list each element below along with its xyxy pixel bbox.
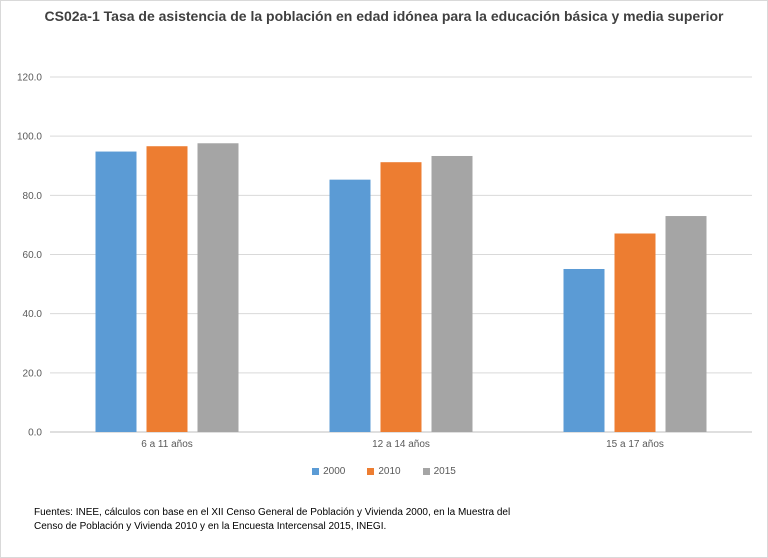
x-category-label: 15 a 17 años	[606, 439, 664, 450]
y-tick-label: 40.0	[23, 309, 43, 320]
legend-item: 2000	[312, 466, 345, 477]
bar-2000-2	[329, 179, 371, 432]
y-tick-label: 0.0	[28, 428, 42, 439]
chart-title: CS02a-1 Tasa de asistencia de la poblaci…	[44, 8, 724, 24]
legend-swatch	[422, 468, 430, 475]
legend-swatch	[367, 468, 375, 475]
x-category-label: 6 a 11 años	[141, 439, 193, 450]
bar-2015-1	[197, 143, 239, 432]
y-tick-label: 80.0	[23, 191, 43, 202]
legend-item: 2010	[367, 466, 401, 477]
legend-label: 2015	[433, 466, 456, 477]
y-tick-label: 120.0	[17, 73, 42, 84]
y-tick-label: 60.0	[23, 250, 43, 261]
legend-swatch	[312, 468, 320, 475]
chart-legend: 2000 2010 2015	[0, 466, 768, 477]
legend-label: 2010	[378, 466, 401, 477]
y-tick-label: 100.0	[17, 132, 42, 143]
bar-2010-2	[380, 162, 422, 432]
x-category-label: 12 a 14 años	[372, 439, 430, 450]
bar-2015-2	[431, 155, 473, 433]
legend-label: 2000	[323, 466, 346, 477]
bar-2010-1	[146, 146, 188, 432]
y-tick-label: 20.0	[23, 368, 43, 379]
bar-2015-3	[665, 216, 707, 432]
legend-item: 2015	[422, 466, 456, 477]
bar-2000-3	[563, 268, 605, 432]
source-footnote: Fuentes: INEE, cálculos con base en el X…	[34, 507, 511, 532]
bar-2010-3	[614, 233, 656, 432]
bar-2000-1	[95, 151, 137, 433]
